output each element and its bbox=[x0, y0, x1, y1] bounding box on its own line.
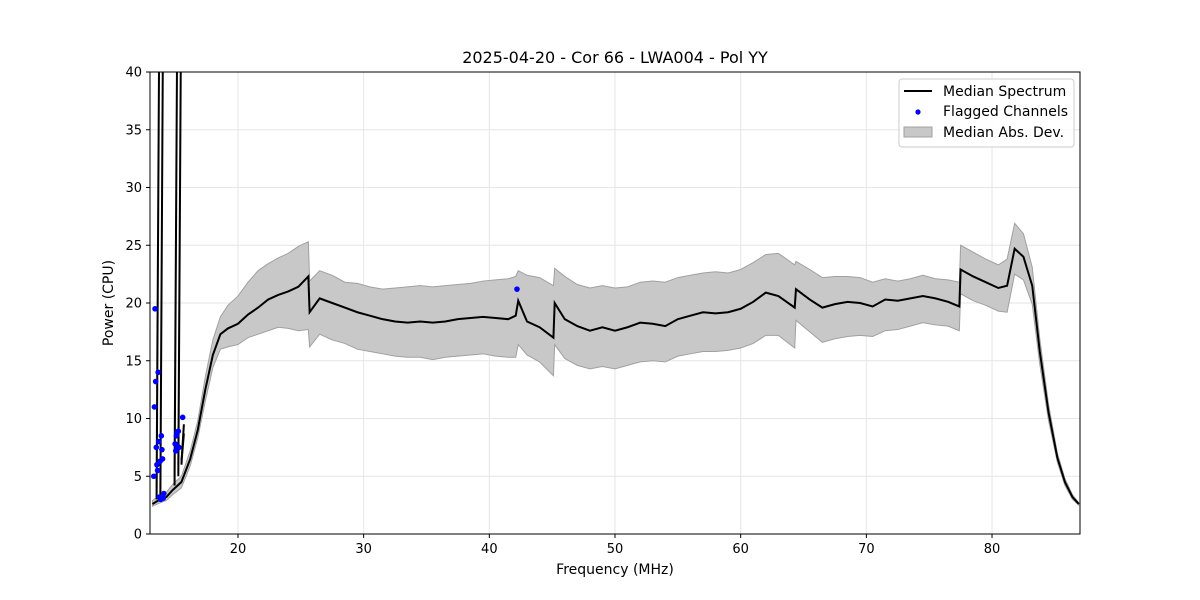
legend: Median Spectrum Flagged Channels Median … bbox=[898, 78, 1075, 148]
flagged-point-6 bbox=[154, 467, 161, 474]
flagged-point-16 bbox=[161, 490, 167, 497]
flagged-point-8 bbox=[155, 438, 162, 445]
x-tick-label-0: 20 bbox=[230, 542, 247, 557]
flagged-point-22 bbox=[175, 428, 182, 435]
flagged-point-2 bbox=[152, 305, 158, 312]
x-tick-label-1: 30 bbox=[355, 542, 372, 557]
x-tick-label-5: 70 bbox=[858, 542, 875, 557]
y-tick-label-3: 15 bbox=[125, 354, 142, 369]
legend-mad-swatch bbox=[903, 126, 933, 138]
legend-flagged-label: Flagged Channels bbox=[943, 104, 1068, 120]
legend-median-label: Median Spectrum bbox=[943, 84, 1066, 100]
flagged-point-12 bbox=[158, 433, 165, 439]
y-tick-label-0: 0 bbox=[134, 528, 142, 543]
y-tick-label-5: 25 bbox=[125, 239, 142, 254]
y-axis-ticks: 0 5 10 15 20 25 30 35 40 bbox=[125, 66, 150, 543]
y-axis-label: Power (CPU) bbox=[101, 260, 117, 346]
flagged-point-23 bbox=[176, 444, 182, 451]
flagged-point-0 bbox=[150, 473, 157, 480]
rfi-spike-3 bbox=[177, 72, 182, 477]
chart-title: 2025-04-20 - Cor 66 - LWA004 - Pol YY bbox=[462, 48, 768, 67]
flagged-point-3 bbox=[152, 378, 159, 385]
x-tick-label-2: 40 bbox=[481, 542, 498, 557]
flagged-point-14 bbox=[159, 456, 166, 462]
x-tick-label-6: 80 bbox=[984, 542, 1001, 557]
flagged-point-1 bbox=[151, 404, 158, 410]
x-axis-label: Frequency (MHz) bbox=[556, 562, 674, 578]
y-tick-label-1: 5 bbox=[134, 470, 142, 485]
y-tick-label-2: 10 bbox=[125, 412, 142, 427]
legend-mad-label: Median Abs. Dev. bbox=[943, 125, 1064, 141]
x-tick-label-4: 60 bbox=[732, 542, 749, 557]
legend-box bbox=[898, 78, 1075, 148]
flagged-point-13 bbox=[159, 446, 165, 453]
flagged-point-24 bbox=[179, 414, 186, 421]
x-axis-ticks: 20 30 40 50 60 70 80 bbox=[230, 534, 1001, 557]
flagged-channel-points bbox=[150, 286, 520, 503]
y-tick-label-6: 30 bbox=[125, 181, 142, 196]
rfi-spike-4 bbox=[180, 424, 185, 465]
rfi-spike-0 bbox=[155, 72, 160, 500]
legend-flagged-swatch bbox=[915, 109, 921, 115]
x-tick-label-3: 50 bbox=[607, 542, 624, 557]
flagged-point-7 bbox=[155, 369, 161, 376]
y-tick-label-8: 40 bbox=[125, 66, 142, 81]
flagged-point-15 bbox=[160, 495, 166, 501]
median-spectrum-line bbox=[151, 246, 1080, 505]
mad-band bbox=[152, 222, 1080, 508]
flagged-point-4 bbox=[153, 444, 160, 451]
flagged-point-25 bbox=[514, 286, 520, 292]
y-tick-label-4: 20 bbox=[125, 297, 142, 312]
rfi-spikes bbox=[155, 72, 185, 500]
y-tick-label-7: 35 bbox=[125, 123, 142, 138]
